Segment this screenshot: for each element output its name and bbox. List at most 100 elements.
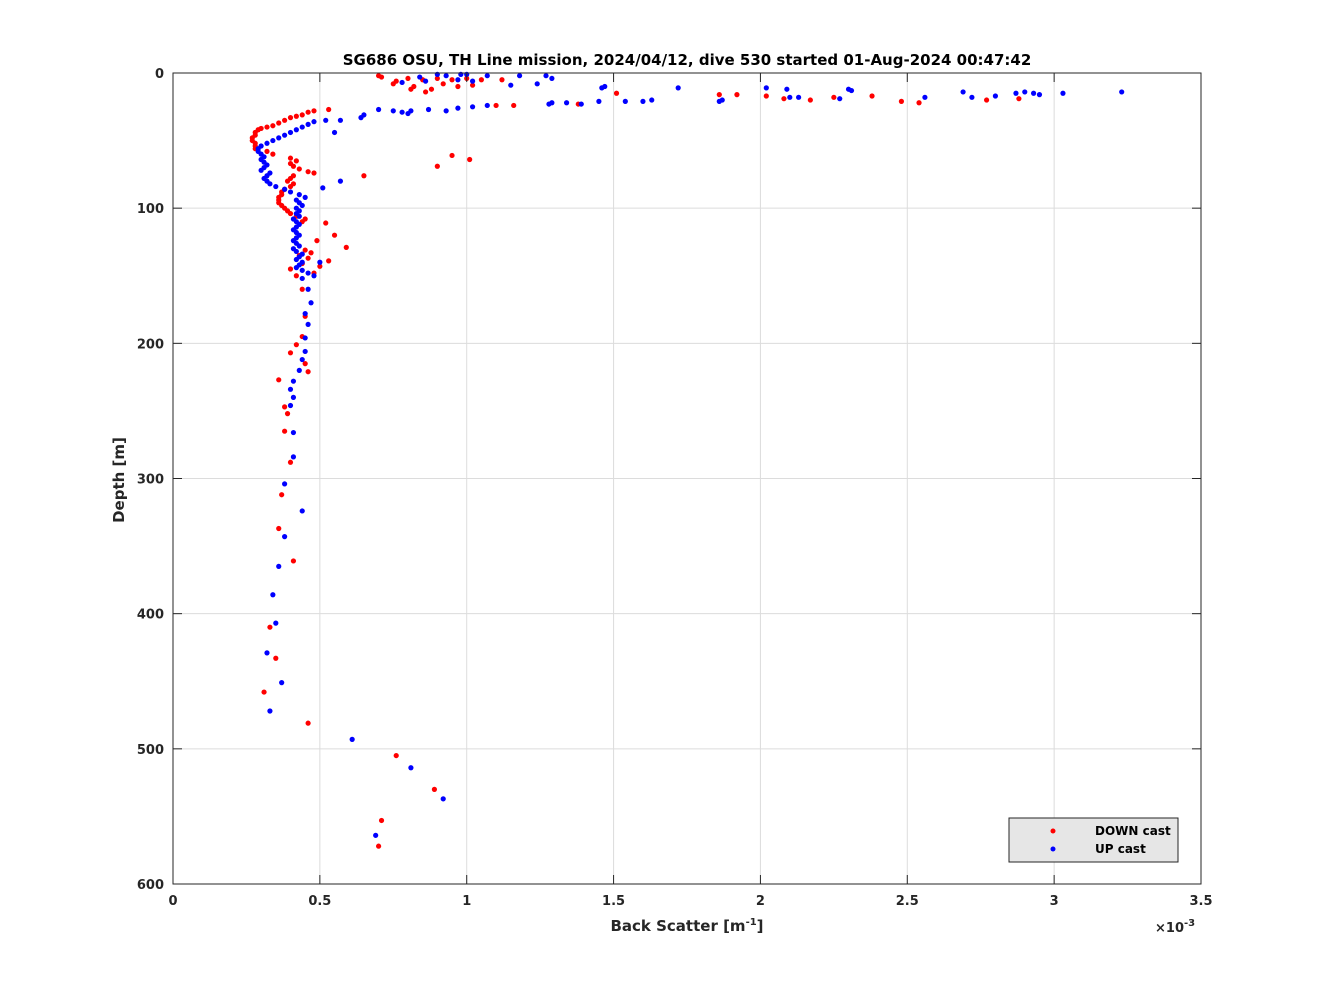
- data-point-up-cast: [969, 94, 975, 100]
- data-point-down-cast: [916, 100, 922, 106]
- data-point-up-cast: [279, 680, 285, 686]
- data-point-down-cast: [323, 220, 329, 226]
- legend-label-down-cast: DOWN cast: [1095, 824, 1171, 838]
- data-point-up-cast: [290, 429, 297, 436]
- y-axis-label: Depth [m]: [110, 437, 128, 523]
- data-point-up-cast: [302, 194, 308, 200]
- data-point-down-cast: [290, 163, 297, 169]
- data-point-up-cast: [282, 534, 288, 540]
- data-point-up-cast: [287, 189, 294, 195]
- data-point-up-cast: [922, 94, 928, 100]
- data-point-up-cast: [1060, 90, 1066, 96]
- data-point-up-cast: [622, 98, 628, 104]
- data-point-up-cast: [796, 94, 802, 100]
- data-point-up-cast: [293, 248, 299, 255]
- data-point-up-cast: [299, 267, 305, 273]
- data-point-up-cast: [299, 202, 305, 209]
- data-point-down-cast: [499, 77, 505, 83]
- data-point-up-cast: [358, 115, 364, 121]
- data-point-down-cast: [763, 93, 769, 99]
- data-point-down-cast: [326, 106, 332, 113]
- data-point-up-cast: [408, 765, 414, 771]
- data-point-down-cast: [287, 350, 294, 356]
- x-tick-label: 0: [168, 894, 177, 909]
- data-point-down-cast: [716, 92, 722, 98]
- data-point-up-cast: [443, 73, 449, 79]
- data-point-up-cast: [1036, 92, 1043, 98]
- data-point-down-cast: [734, 92, 740, 98]
- chart-title: SG686 OSU, TH Line mission, 2024/04/12, …: [343, 51, 1032, 69]
- grid-layer: [173, 73, 1201, 884]
- data-point-up-cast: [293, 265, 299, 271]
- data-point-down-cast: [405, 75, 411, 82]
- data-point-down-cast: [290, 558, 297, 564]
- data-point-up-cast: [763, 85, 769, 91]
- data-point-up-cast: [276, 135, 282, 141]
- y-tick-label: 500: [137, 743, 164, 758]
- data-point-up-cast: [390, 108, 396, 114]
- points-layer: [249, 71, 1125, 849]
- data-point-down-cast: [317, 263, 323, 269]
- data-point-up-cast: [484, 73, 490, 79]
- data-point-up-cast: [337, 178, 344, 184]
- data-point-down-cast: [393, 752, 399, 759]
- legend-marker-up-cast: [1050, 846, 1056, 852]
- data-point-up-cast: [264, 650, 270, 656]
- data-point-up-cast: [349, 736, 355, 742]
- y-tick-label: 300: [137, 473, 164, 488]
- data-point-down-cast: [434, 163, 440, 169]
- data-point-down-cast: [293, 273, 299, 279]
- data-point-up-cast: [305, 121, 311, 127]
- data-point-up-cast: [270, 137, 276, 144]
- x-tick-label: 0.5: [308, 894, 331, 909]
- data-point-down-cast: [284, 411, 291, 417]
- data-point-down-cast: [311, 170, 317, 176]
- data-point-up-cast: [1119, 89, 1125, 95]
- data-point-down-cast: [434, 75, 440, 82]
- data-point-down-cast: [467, 156, 473, 163]
- data-point-up-cast: [287, 402, 294, 409]
- data-point-down-cast: [305, 720, 311, 726]
- data-point-up-cast: [1022, 89, 1028, 95]
- data-point-up-cast: [282, 186, 288, 192]
- data-point-down-cast: [869, 93, 875, 99]
- data-point-down-cast: [455, 83, 461, 90]
- data-point-down-cast: [305, 369, 311, 375]
- data-point-up-cast: [323, 117, 329, 123]
- data-point-down-cast: [305, 169, 311, 175]
- x-tick-label: 2: [756, 894, 765, 909]
- data-point-up-cast: [273, 620, 279, 626]
- data-point-down-cast: [302, 247, 308, 253]
- data-point-up-cast: [299, 124, 305, 130]
- data-point-down-cast: [376, 843, 382, 849]
- x-tick-label: 1.5: [602, 894, 625, 909]
- x-tick-label: 3.5: [1189, 894, 1212, 909]
- data-point-up-cast: [1030, 90, 1037, 96]
- data-point-down-cast: [613, 90, 620, 96]
- data-point-up-cast: [516, 73, 523, 79]
- data-point-up-cast: [331, 129, 338, 136]
- legend-box: [1008, 817, 1179, 863]
- data-point-up-cast: [302, 348, 308, 355]
- data-point-up-cast: [405, 110, 411, 117]
- data-point-down-cast: [478, 77, 484, 83]
- data-point-down-cast: [273, 655, 279, 661]
- data-point-up-cast: [399, 109, 405, 115]
- data-point-up-cast: [649, 97, 655, 103]
- data-point-down-cast: [781, 96, 787, 102]
- x-exponent-label: ×10-3: [1155, 918, 1195, 936]
- data-point-up-cast: [308, 300, 314, 306]
- data-point-down-cast: [378, 817, 385, 824]
- data-point-up-cast: [305, 321, 311, 328]
- data-point-down-cast: [276, 377, 282, 383]
- y-tick-label: 200: [137, 337, 164, 352]
- data-point-up-cast: [305, 286, 311, 292]
- data-point-up-cast: [399, 79, 405, 86]
- data-point-up-cast: [455, 77, 461, 83]
- data-point-up-cast: [543, 73, 549, 79]
- data-point-up-cast: [563, 100, 570, 106]
- data-point-up-cast: [287, 129, 294, 136]
- data-point-down-cast: [287, 115, 294, 121]
